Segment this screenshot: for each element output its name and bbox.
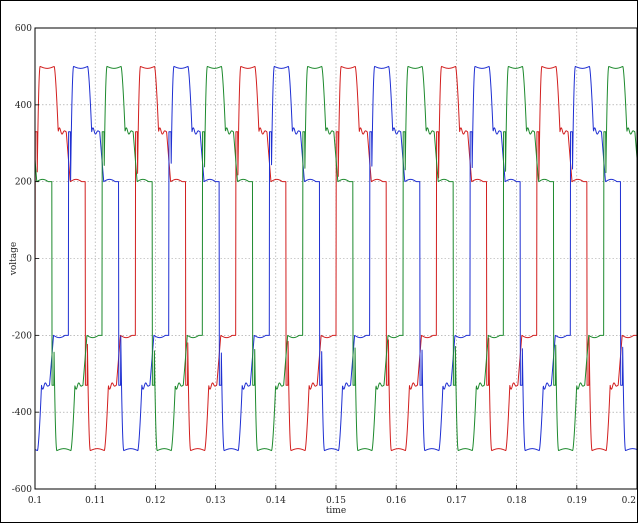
x-tick-label: 0.13 bbox=[206, 496, 226, 506]
y-axis-label: voltage bbox=[9, 242, 19, 276]
y-tick-label: 600 bbox=[15, 24, 32, 34]
x-tick-label: 0.11 bbox=[85, 496, 105, 506]
x-tick-label: 0.1 bbox=[28, 496, 42, 506]
x-axis: 0.1 0.11 0.12 0.13 0.14 0.15 0.16 0.17 0.18 0.19 0… bbox=[28, 485, 637, 506]
x-tick-label: 0.15 bbox=[326, 496, 346, 506]
x-tick-label: 0.18 bbox=[507, 496, 527, 506]
x-tick-label: 0.19 bbox=[567, 496, 587, 506]
y-tick-label: 400 bbox=[15, 101, 32, 111]
y-tick-label: -200 bbox=[12, 331, 32, 341]
x-tick-label: 0.2 bbox=[622, 496, 636, 506]
x-tick-label: 0.16 bbox=[386, 496, 406, 506]
x-tick-label: 0.17 bbox=[446, 496, 466, 506]
y-tick-label: -600 bbox=[12, 485, 32, 495]
x-axis-label: time bbox=[326, 506, 346, 516]
y-tick-label: -400 bbox=[12, 408, 32, 418]
x-tick-label: 0.12 bbox=[145, 496, 165, 506]
y-tick-label: 0 bbox=[26, 255, 32, 265]
x-tick-label: 0.14 bbox=[266, 496, 286, 506]
y-tick-label: 200 bbox=[15, 178, 32, 188]
